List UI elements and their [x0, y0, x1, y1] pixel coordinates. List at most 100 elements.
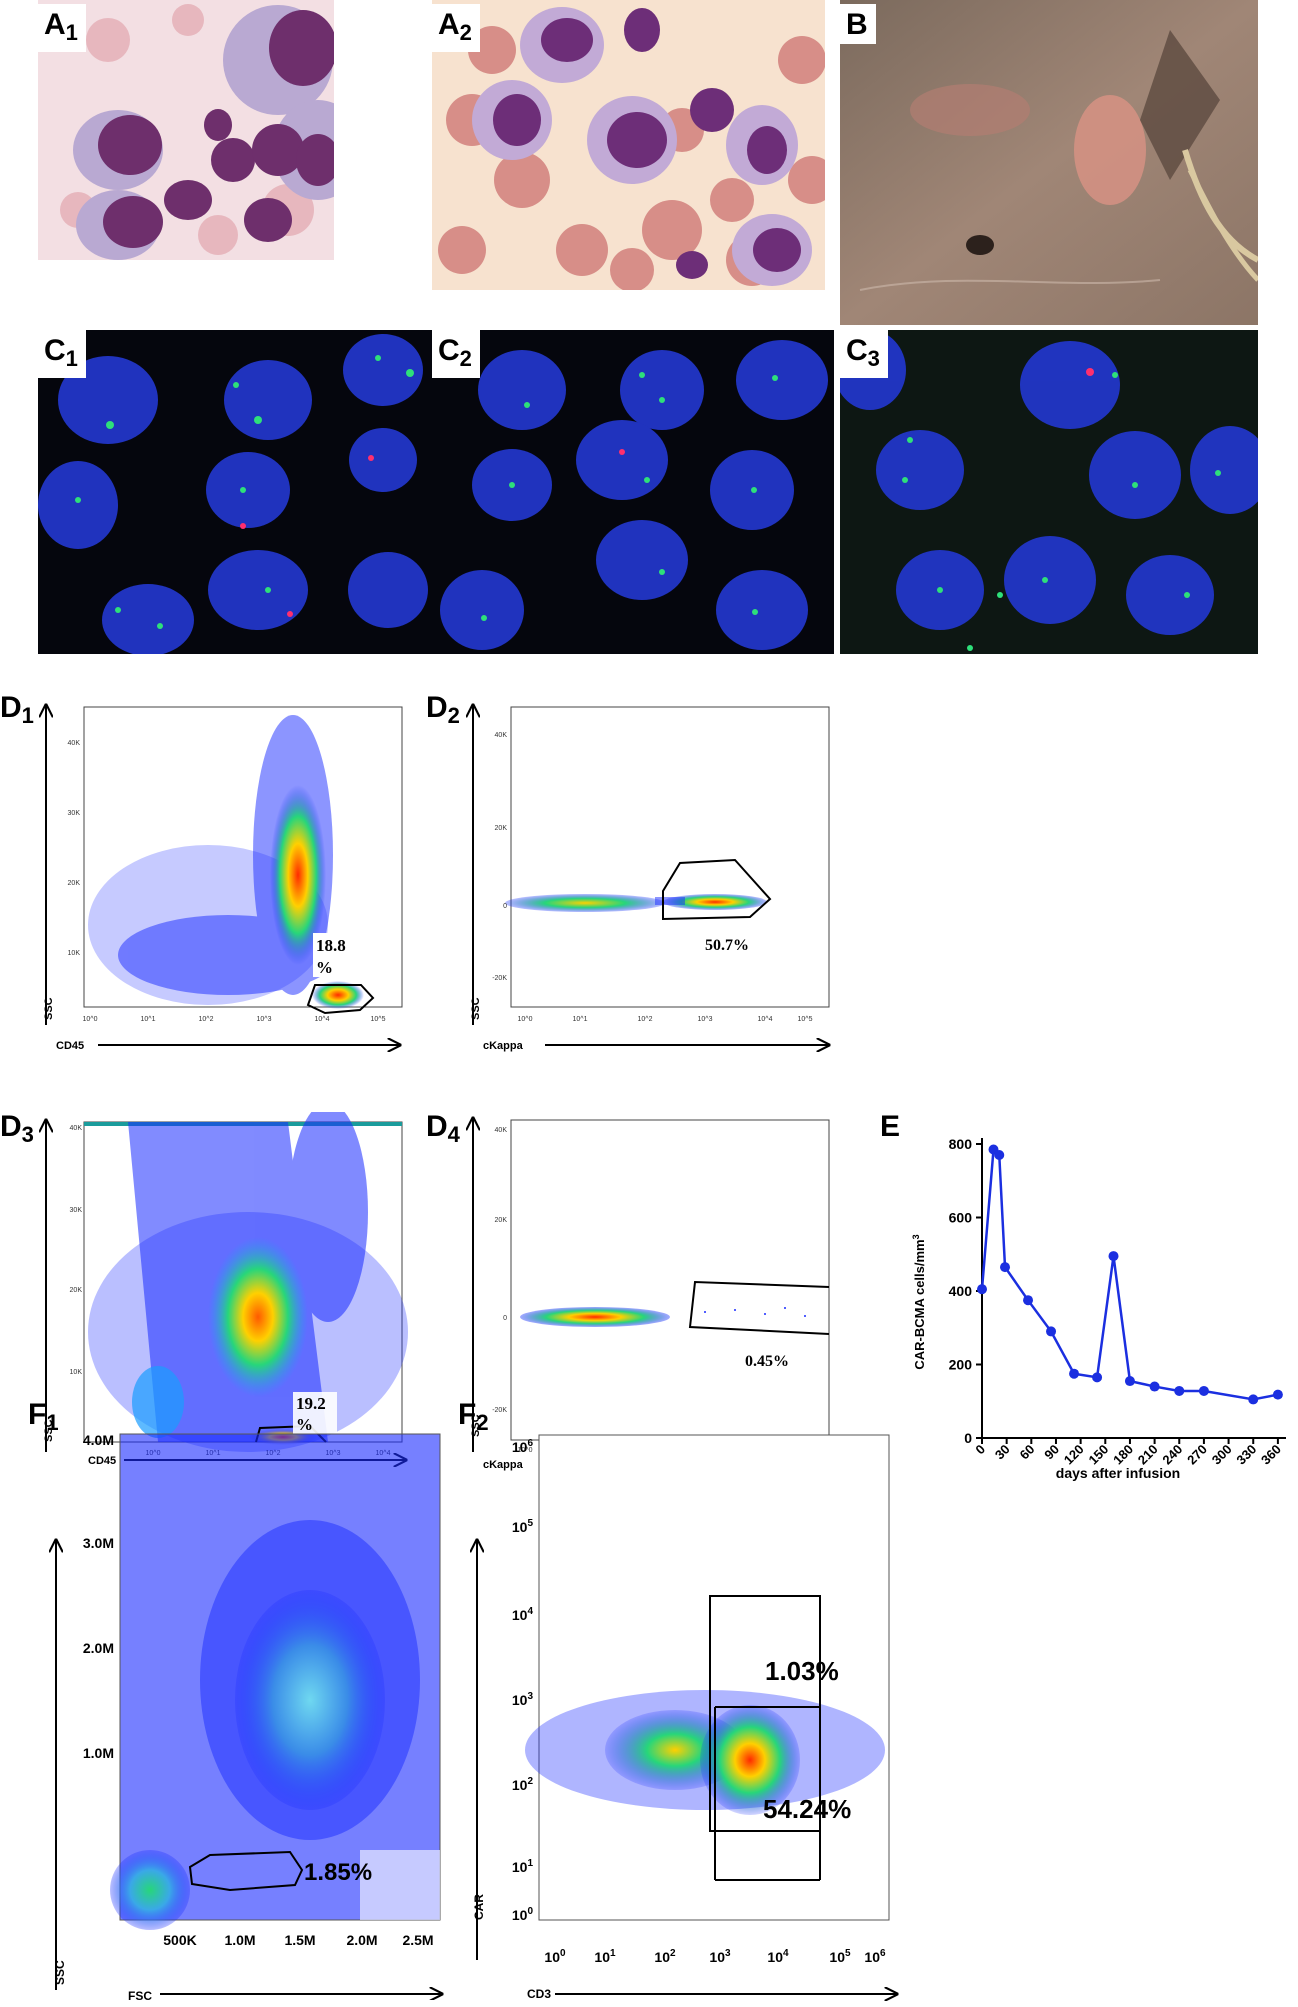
- bone-marrow-smear-a2: [432, 0, 825, 290]
- e-xtick-label: 0: [972, 1442, 988, 1458]
- panel-label-c3: C3: [840, 330, 888, 378]
- d2-ytick-20k: 20K: [495, 825, 508, 832]
- d2-xtick-4: 10^4: [758, 1016, 773, 1023]
- d2-xtick-5: 10^5: [798, 1016, 813, 1023]
- d1-xtick-5: 10^5: [371, 1016, 386, 1023]
- d1-gate-value: 18.8: [316, 936, 346, 955]
- flow-plot-d2: 40K 20K 0 -20K 10^0 10^1 10^2 10^3 10^4 …: [455, 695, 845, 1052]
- f1-xtick-1-5m: 1.5M: [284, 1932, 315, 1948]
- d3-xlabel: CD45: [88, 1455, 116, 1467]
- e-xtick-label: 60: [1017, 1442, 1038, 1463]
- f2-ytick-4: 104: [512, 1606, 534, 1623]
- f1-xtick-1m: 1.0M: [224, 1932, 255, 1948]
- e-xtick-label: 150: [1085, 1442, 1111, 1468]
- d2-xlabel: cKappa: [483, 1040, 524, 1052]
- panel-a2-image: [432, 0, 825, 290]
- e-series-points: [977, 1144, 1283, 1405]
- e-data-point: [1272, 1389, 1283, 1400]
- f2-xtick-1: 101: [594, 1948, 616, 1965]
- e-data-point: [977, 1284, 987, 1295]
- f1-xtick-2-5m: 2.5M: [402, 1932, 433, 1948]
- f1-ylabel: SSC: [53, 1960, 67, 1985]
- flow-plot-f1: 1.85% 4.0M 3.0M 2.0M 1.0M 500K 1.0M 1.5M…: [40, 1432, 460, 2000]
- e-data-point: [1046, 1326, 1057, 1337]
- e-data-point: [994, 1150, 1005, 1161]
- panel-c2-image: [432, 330, 834, 654]
- d1-xtick-3: 10^3: [257, 1016, 272, 1023]
- d4-ylabel: SSC: [470, 1414, 482, 1437]
- e-xtick-label: 270: [1184, 1442, 1210, 1468]
- panel-label-d2: D2: [426, 691, 460, 729]
- flow-plot-d1: 40K 30K 20K 10K 10^0 10^1 10^2 10^3 10^4…: [28, 695, 403, 1052]
- flow-plot-f2: 1.03% 54.24% 106 105 104 103 102 101 100…: [455, 1434, 915, 2001]
- e-xtick-label: 360: [1258, 1442, 1284, 1468]
- d4-gate-value: 0.45%: [745, 1353, 789, 1370]
- d2-ytick-40k: 40K: [495, 732, 508, 739]
- d1-ylabel: SSC: [43, 997, 55, 1020]
- e-data-point: [1108, 1251, 1119, 1262]
- e-ytick-label: 200: [949, 1357, 973, 1373]
- e-ytick-label: 600: [949, 1210, 973, 1226]
- e-axes: [981, 1138, 1286, 1439]
- e-ylabel: CAR-BCMA cells/mm3: [911, 1234, 927, 1369]
- e-data-point: [1023, 1295, 1034, 1306]
- f2-ylabel: CAR: [472, 1894, 486, 1920]
- d1-ytick-20k: 20K: [68, 880, 81, 887]
- f1-ytick-3m: 3.0M: [83, 1535, 114, 1551]
- d2-gate-value: 50.7%: [705, 937, 749, 954]
- d4-xlabel: cKappa: [483, 1459, 524, 1471]
- f2-gate-lower: 54.24%: [763, 1794, 851, 1824]
- d1-xlabel: CD45: [56, 1040, 84, 1052]
- f1-ytick-4m: 4.0M: [83, 1432, 114, 1448]
- panel-a1-image: [38, 0, 334, 260]
- f2-ytick-0: 100: [512, 1906, 534, 1923]
- d2-ytick-neg20k: -20K: [492, 975, 507, 982]
- d4-ytick-20k: 20K: [495, 1217, 508, 1224]
- d3-ytick-40k: 40K: [70, 1125, 83, 1132]
- fish-image-c3: [840, 330, 1258, 654]
- d1-ytick-30k: 30K: [68, 810, 81, 817]
- panel-label-d4: D4: [426, 1110, 460, 1148]
- panel-c1-image: [38, 330, 432, 654]
- f2-ytick-6: 106: [512, 1438, 534, 1455]
- d2-ylabel: SSC: [470, 997, 482, 1020]
- f1-ytick-2m: 2.0M: [83, 1640, 114, 1656]
- f1-xlabel: FSC: [128, 1989, 152, 2000]
- e-xtick-label: 240: [1159, 1442, 1185, 1468]
- panel-label-e: E: [880, 1110, 901, 1143]
- e-xlabel: days after infusion: [1056, 1465, 1180, 1481]
- d1-xtick-1: 10^1: [141, 1016, 156, 1023]
- d3-gate-value: 19.2: [296, 1394, 326, 1413]
- e-xtick-label: 300: [1209, 1442, 1235, 1468]
- d1-gate-unit: %: [316, 958, 333, 977]
- d4-ytick-neg20k: -20K: [492, 1407, 507, 1414]
- flow-plot-d3: 19.2 % 40K 30K 20K 10K 10^0 10^1 10^2 10…: [28, 1112, 408, 1467]
- e-xtick-label: 210: [1135, 1442, 1161, 1468]
- panel-label-f2: F2: [458, 1398, 489, 1436]
- panel-label-d3: D3: [0, 1110, 34, 1148]
- e-ytick-label: 0: [964, 1430, 972, 1446]
- panel-label-d1: D1: [0, 691, 34, 729]
- d3-ytick-10k: 10K: [70, 1369, 83, 1376]
- e-data-point: [1198, 1385, 1209, 1396]
- d2-xtick-2: 10^2: [638, 1016, 653, 1023]
- d1-ytick-40k: 40K: [68, 740, 81, 747]
- f2-xtick-2: 102: [654, 1948, 676, 1965]
- f2-ytick-5: 105: [512, 1518, 534, 1535]
- d3-ytick-20k: 20K: [70, 1287, 83, 1294]
- e-data-point: [1092, 1372, 1103, 1383]
- e-xtick-label: 180: [1110, 1442, 1136, 1468]
- d4-xtick-0: 10^0: [518, 1447, 533, 1454]
- panel-b-image: [840, 0, 1258, 325]
- f1-ytick-1m: 1.0M: [83, 1745, 114, 1761]
- panel-label-c2: C2: [432, 330, 480, 378]
- f2-xtick-3: 103: [709, 1948, 731, 1965]
- fish-image-c2: [432, 330, 834, 654]
- f2-xlabel: CD3: [527, 1987, 551, 2001]
- panel-label-a2: A2: [432, 4, 480, 52]
- bone-marrow-smear-a1: [38, 0, 334, 260]
- d2-ytick-0: 0: [503, 903, 507, 910]
- d2-xtick-3: 10^3: [698, 1016, 713, 1023]
- panel-label-f1: F1: [28, 1398, 59, 1436]
- f1-xtick-2m: 2.0M: [346, 1932, 377, 1948]
